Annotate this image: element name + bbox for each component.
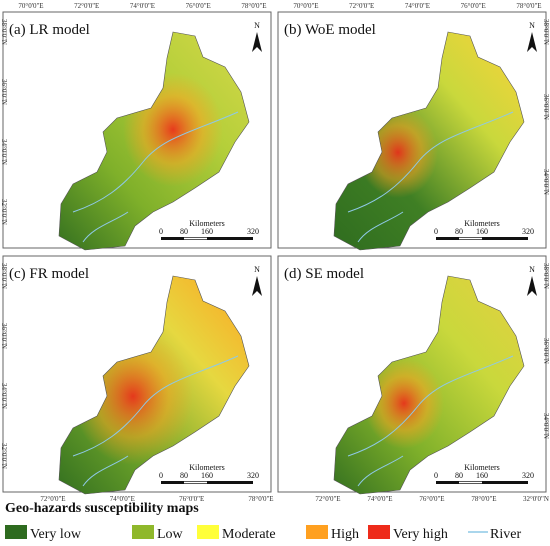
- lat-label: 36°0'0"N: [542, 338, 550, 364]
- scale-label: 0: [434, 227, 438, 236]
- scale-bar-segment: [459, 237, 482, 240]
- scale-label: 160: [201, 471, 213, 480]
- legend-swatch: [197, 525, 219, 539]
- legend-swatch: [306, 525, 328, 539]
- scale-bar-segment: [459, 481, 482, 484]
- river: [72, 355, 239, 457]
- legend-label: Moderate: [222, 527, 276, 542]
- legend-label: Very low: [30, 527, 82, 542]
- scale-label: 80: [180, 227, 188, 236]
- legend-label: High: [331, 527, 359, 542]
- lat-label: 32°0'0"N: [0, 199, 8, 225]
- map-outline: [333, 275, 525, 495]
- river: [357, 455, 404, 487]
- lon-label: 78°0'0"E: [241, 2, 266, 10]
- scale-label: 80: [455, 227, 463, 236]
- lon-label: 78°0'0"E: [248, 495, 273, 503]
- scale-label: 80: [455, 471, 463, 480]
- north-label: N: [254, 21, 260, 30]
- lon-label: 76°0'0"E: [461, 2, 486, 10]
- river: [347, 111, 514, 213]
- lon-label: 74°0'0"E: [367, 495, 392, 503]
- river: [347, 355, 514, 457]
- panel-title: (a) LR model: [9, 22, 90, 38]
- river: [72, 111, 239, 213]
- map-panel: (a) LR model N Kilometers 0 80 160 320 70°0'0"E…: [0, 2, 272, 251]
- lon-label: 74°0'0"E: [130, 2, 155, 10]
- legend-swatch: [5, 525, 27, 539]
- north-arrow: [252, 276, 262, 296]
- map-outline: [58, 31, 250, 251]
- scale-label: 160: [476, 227, 488, 236]
- river: [82, 455, 129, 487]
- map-outline: [333, 31, 525, 251]
- lon-label: 76°0'0"E: [179, 495, 204, 503]
- lat-label: 34°0'0"N: [542, 413, 550, 439]
- lon-label: 76°0'0"E: [419, 495, 444, 503]
- scale-label: 160: [476, 471, 488, 480]
- lon-label: 70°0'0"E: [293, 2, 318, 10]
- scale-label: 0: [434, 471, 438, 480]
- legend-label: Low: [157, 527, 184, 542]
- river: [357, 211, 404, 243]
- lon-label: 72°0'0"E: [349, 2, 374, 10]
- lon-label: 78°0'0"E: [516, 2, 541, 10]
- lon-label: 78°0'0"E: [471, 495, 496, 503]
- scale-label: 0: [159, 227, 163, 236]
- lat-label: 34°0'0"N: [0, 139, 8, 165]
- north-arrow: [252, 32, 262, 52]
- lat-label: 34°0'0"N: [542, 169, 550, 195]
- north-label: N: [529, 265, 535, 274]
- lat-label: 38°0'0"N: [0, 19, 8, 45]
- lat-label: 38°0'0"N: [0, 263, 8, 289]
- legend-label: River: [490, 527, 521, 542]
- legend-label: Very high: [393, 527, 448, 542]
- scale-label: 160: [201, 227, 213, 236]
- lon-label: 70°0'0"E: [18, 2, 43, 10]
- north-arrow: [527, 276, 537, 296]
- lat-label: 36°0'0"N: [542, 94, 550, 120]
- map-outline: [58, 275, 250, 495]
- lat-label: 34°0'0"N: [0, 383, 8, 409]
- lon-label: 74°0'0"E: [110, 495, 135, 503]
- scale-label: 320: [247, 471, 259, 480]
- panel-title: (d) SE model: [284, 266, 364, 282]
- river: [82, 211, 129, 243]
- lon-label: 72°0'0"E: [315, 495, 340, 503]
- north-label: N: [254, 265, 260, 274]
- scale-unit: Kilometers: [464, 463, 500, 472]
- scale-label: 0: [159, 471, 163, 480]
- map-panel: (b) WoE model N Kilometers 0 80 160 320 70°0'0"…: [277, 2, 550, 251]
- map-panel: (c) FR model N Kilometers 0 80 160 320 72°0'0"E…: [0, 255, 274, 503]
- lat-label: 38°0'0"N: [542, 19, 550, 45]
- scale-label: 320: [522, 227, 534, 236]
- panel-title: (b) WoE model: [284, 22, 376, 38]
- panel-title: (c) FR model: [9, 266, 89, 282]
- scale-unit: Kilometers: [464, 219, 500, 228]
- lon-label: 32°0'0"N: [523, 495, 549, 503]
- legend-swatch: [368, 525, 390, 539]
- scale-bar-segment: [184, 237, 207, 240]
- scale-label: 80: [180, 471, 188, 480]
- lon-label: 72°0'0"E: [74, 2, 99, 10]
- lon-label: 76°0'0"E: [186, 2, 211, 10]
- scale-bar-segment: [184, 481, 207, 484]
- north-arrow: [527, 32, 537, 52]
- scale-label: 320: [247, 227, 259, 236]
- lon-label: 74°0'0"E: [405, 2, 430, 10]
- lat-label: 36°0'0"N: [0, 79, 8, 105]
- scale-unit: Kilometers: [189, 219, 225, 228]
- lon-label: 72°0'0"E: [40, 495, 65, 503]
- north-label: N: [529, 21, 535, 30]
- lat-label: 32°0'0"N: [0, 443, 8, 469]
- scale-unit: Kilometers: [189, 463, 225, 472]
- scale-label: 320: [522, 471, 534, 480]
- lat-label: 38°0'0"N: [542, 263, 550, 289]
- map-panel: (d) SE model N Kilometers 0 80 160 320 72°0'0"E…: [277, 255, 550, 503]
- legend-swatch: [132, 525, 154, 539]
- lat-label: 36°0'0"N: [0, 323, 8, 349]
- legend-title: Geo-hazards susceptibility maps: [5, 501, 199, 516]
